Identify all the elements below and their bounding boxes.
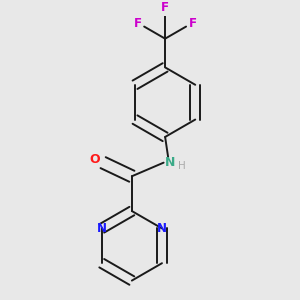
Text: H: H: [178, 161, 186, 171]
Text: N: N: [97, 222, 107, 235]
Text: O: O: [89, 153, 100, 166]
Text: F: F: [161, 1, 169, 14]
Text: N: N: [157, 222, 167, 235]
Text: F: F: [189, 17, 197, 30]
Text: F: F: [134, 17, 142, 30]
Text: N: N: [164, 155, 175, 169]
